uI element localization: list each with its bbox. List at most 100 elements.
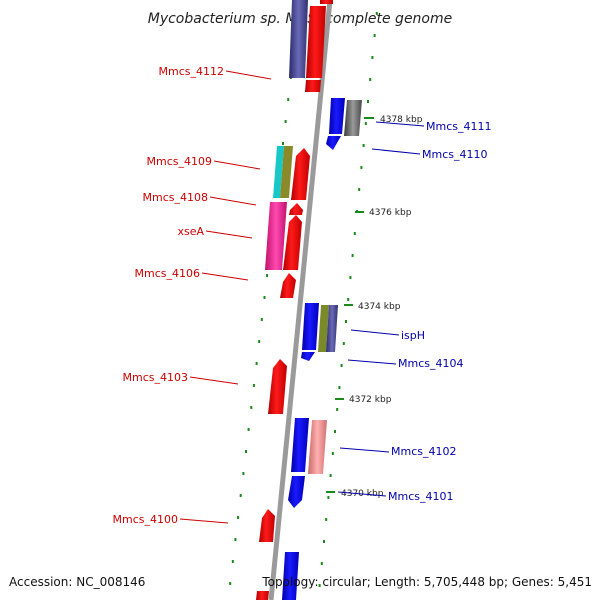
gc-dot: [334, 430, 336, 433]
gc-dot: [369, 78, 372, 81]
gc-dot: [320, 562, 323, 565]
gc-dot: [287, 98, 290, 101]
leader-line-mmcs4109: [213, 160, 261, 170]
gene-label-mmcs4103[interactable]: Mmcs_4103: [123, 371, 188, 384]
gc-dot: [373, 34, 376, 37]
mmcs4101-feature[interactable]: [288, 476, 305, 508]
mmcs4098-feature[interactable]: [256, 591, 269, 600]
mmcs4108-feature[interactable]: [289, 203, 303, 215]
tick-label-4376: 4376 kbp: [369, 208, 412, 218]
gc-dot: [234, 538, 237, 541]
leader-line-mmcs4103: [189, 376, 239, 385]
gene-features: [256, 0, 362, 600]
gene-label-mmcs4112[interactable]: Mmcs_4112: [159, 65, 224, 78]
mmcs4105-feature[interactable]: [302, 303, 319, 350]
mmcs4111-feature[interactable]: [329, 98, 345, 134]
isph-olive-feature[interactable]: [318, 305, 329, 352]
mmcs4112-neighbor-feature[interactable]: [289, 0, 308, 78]
gene-label-mmcs4106[interactable]: Mmcs_4106: [135, 267, 200, 280]
mmcs4102-feature[interactable]: [308, 420, 327, 474]
gc-dot: [360, 166, 363, 169]
gene-label-mmcs4110[interactable]: Mmcs_4110: [422, 148, 487, 161]
gc-dot: [329, 474, 332, 477]
gc-dot: [260, 318, 263, 321]
leader-line-mmcs4100: [179, 518, 229, 524]
gc-dot: [342, 342, 345, 345]
mmcs4102-blue-feature[interactable]: [291, 418, 309, 472]
gc-dot: [250, 406, 253, 409]
gc-dot: [351, 254, 354, 257]
xsea-feature[interactable]: [283, 215, 302, 270]
genome-backbone: [268, 0, 333, 600]
gc-dot: [263, 296, 266, 299]
gene-label-xsea[interactable]: xseA: [177, 225, 204, 238]
gc-dot: [245, 450, 247, 453]
mmcs4113-feature[interactable]: [320, 0, 333, 4]
tick-label-4374: 4374 kbp: [358, 302, 401, 312]
gc-dot: [364, 122, 367, 125]
gc-dot: [239, 494, 242, 497]
mmcs4109-olive-feature[interactable]: [280, 146, 293, 198]
gc-dot: [252, 384, 255, 387]
gene-label-isph[interactable]: ispH: [401, 329, 425, 342]
leader-line-mmcs4112: [225, 70, 272, 80]
gc-dot: [336, 408, 339, 411]
tick-label-4372: 4372 kbp: [349, 395, 392, 405]
gc-dot: [229, 582, 232, 585]
gc-dot: [340, 364, 343, 367]
reverse-gene-labels: Mmcs_4111 Mmcs_4110 ispH Mmcs_4104 Mmcs_…: [337, 120, 491, 503]
gc-dot: [347, 298, 350, 301]
mmcs4105-arrow[interactable]: [301, 352, 315, 361]
leader-line-mmcs4101: [337, 491, 387, 497]
gc-dot: [338, 386, 341, 389]
gc-dot: [255, 362, 258, 365]
mmcs4112-feature[interactable]: [306, 6, 326, 78]
gc-dot: [367, 100, 369, 103]
gc-dot: [231, 560, 234, 563]
gene-label-mmcs4100[interactable]: Mmcs_4100: [113, 513, 178, 526]
gene-label-mmcs4111[interactable]: Mmcs_4111: [426, 120, 491, 133]
gc-dot: [349, 276, 352, 279]
accession-text: Accession: NC_008146: [9, 575, 145, 589]
mmcs4110-feature[interactable]: [344, 100, 362, 136]
gc-dot: [325, 518, 328, 521]
gene-label-mmcs4109[interactable]: Mmcs_4109: [147, 155, 212, 168]
gc-dot: [282, 142, 284, 145]
gc-dot: [266, 274, 269, 277]
xsea-pink-feature[interactable]: [265, 202, 287, 270]
mmcs4099-feature[interactable]: [282, 552, 299, 600]
mmcs4109-feature[interactable]: [291, 148, 310, 200]
gc-dot: [327, 496, 330, 499]
tick-label-4378: 4378 kbp: [380, 115, 423, 125]
mmcs4103-feature[interactable]: [268, 359, 287, 414]
mmcs4109-cyan-feature[interactable]: [273, 146, 284, 198]
topology-summary-text: Topology: circular; Length: 5,705,448 bp…: [261, 575, 592, 589]
gene-label-mmcs4102[interactable]: Mmcs_4102: [391, 445, 456, 458]
gc-dot: [318, 584, 321, 587]
gene-label-mmcs4101[interactable]: Mmcs_4101: [388, 490, 453, 503]
leader-line-mmcs4102: [339, 447, 390, 453]
mmcs4111-arrow[interactable]: [326, 136, 341, 150]
gc-dot: [242, 472, 245, 475]
mmcs4106-feature[interactable]: [280, 273, 296, 298]
gc-dot: [284, 120, 287, 123]
gc-dot: [331, 452, 334, 455]
gc-dot: [258, 340, 261, 343]
gc-dot: [358, 188, 361, 191]
gene-label-mmcs4104[interactable]: Mmcs_4104: [398, 357, 463, 370]
mmcs4100-feature[interactable]: [259, 509, 275, 542]
gc-dot: [362, 144, 365, 147]
isph-feature[interactable]: [326, 305, 338, 352]
gc-content-track: [229, 10, 378, 587]
gc-dot: [371, 56, 374, 59]
leader-line-mmcs4108: [209, 196, 257, 206]
scale-ticks: 4378 kbp 4376 kbp 4374 kbp 4372 kbp 4370…: [326, 115, 423, 499]
gene-label-mmcs4108[interactable]: Mmcs_4108: [143, 191, 208, 204]
leader-line-mmcs4110: [371, 148, 421, 155]
mmcs4112-arrow[interactable]: [305, 80, 321, 92]
leader-line-mmcs4111: [375, 121, 425, 127]
leader-line-isph: [350, 329, 400, 336]
leader-line-mmcs4106: [201, 272, 249, 281]
leader-line-xsea: [205, 230, 253, 239]
